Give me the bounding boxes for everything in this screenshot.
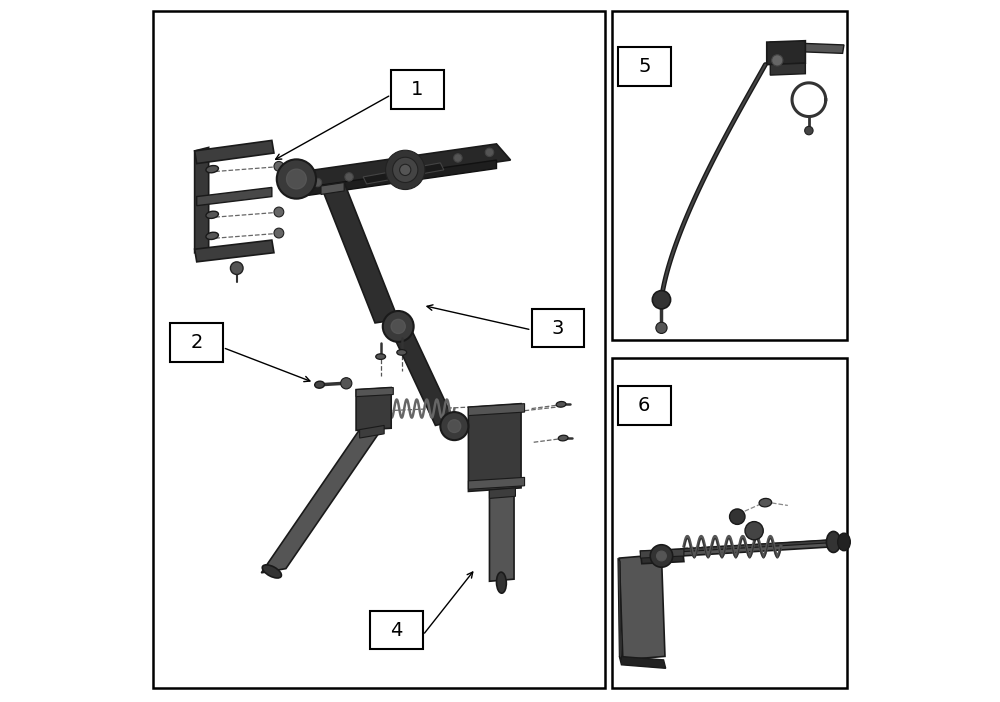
Ellipse shape [206, 232, 218, 239]
Circle shape [386, 150, 425, 190]
Ellipse shape [496, 572, 506, 593]
Bar [532, 309, 584, 347]
Polygon shape [356, 388, 391, 430]
Circle shape [274, 161, 284, 171]
Circle shape [730, 509, 745, 524]
Ellipse shape [262, 565, 281, 578]
Ellipse shape [558, 435, 568, 441]
Polygon shape [360, 425, 384, 438]
Circle shape [345, 173, 353, 181]
Polygon shape [468, 404, 521, 491]
Circle shape [277, 159, 316, 199]
Polygon shape [261, 425, 384, 573]
Text: 5: 5 [638, 57, 651, 76]
Bar [170, 323, 223, 362]
Bar [618, 386, 671, 425]
Circle shape [383, 311, 414, 342]
Ellipse shape [826, 531, 840, 552]
Circle shape [391, 319, 405, 333]
Polygon shape [195, 140, 274, 164]
Polygon shape [468, 477, 525, 489]
Polygon shape [619, 656, 666, 668]
Circle shape [745, 522, 763, 540]
Polygon shape [618, 558, 621, 660]
Text: 2: 2 [190, 333, 203, 352]
Polygon shape [300, 144, 511, 188]
Circle shape [274, 207, 284, 217]
Circle shape [440, 412, 468, 440]
Circle shape [287, 169, 306, 189]
Text: 1: 1 [411, 80, 424, 99]
Circle shape [454, 154, 462, 162]
Text: 3: 3 [552, 319, 564, 338]
Circle shape [341, 378, 352, 389]
Text: 4: 4 [390, 621, 403, 640]
Bar [618, 47, 671, 86]
Polygon shape [197, 187, 272, 206]
Circle shape [400, 164, 411, 176]
Polygon shape [195, 240, 274, 262]
Polygon shape [356, 388, 393, 397]
Polygon shape [321, 183, 344, 194]
Circle shape [274, 228, 284, 238]
Ellipse shape [397, 350, 407, 355]
Polygon shape [195, 147, 209, 253]
Polygon shape [489, 488, 514, 581]
Polygon shape [321, 183, 398, 323]
Bar [153, 11, 605, 688]
Circle shape [230, 262, 243, 274]
Circle shape [772, 55, 783, 66]
Polygon shape [681, 539, 844, 552]
Circle shape [652, 291, 671, 309]
Ellipse shape [556, 402, 566, 407]
Circle shape [448, 420, 461, 432]
Polygon shape [769, 42, 844, 53]
Polygon shape [489, 488, 515, 498]
Polygon shape [393, 331, 454, 425]
Bar [612, 11, 847, 340]
Circle shape [485, 148, 494, 157]
Circle shape [393, 157, 418, 183]
Polygon shape [468, 404, 525, 416]
Circle shape [656, 322, 667, 333]
Ellipse shape [206, 166, 218, 173]
Polygon shape [770, 63, 805, 75]
Circle shape [657, 551, 666, 561]
Polygon shape [640, 549, 684, 564]
Ellipse shape [759, 498, 772, 507]
Ellipse shape [838, 534, 850, 550]
Bar [391, 70, 444, 109]
Polygon shape [363, 163, 444, 184]
Bar [612, 358, 847, 688]
Polygon shape [767, 41, 805, 65]
Circle shape [313, 178, 322, 187]
Ellipse shape [315, 381, 324, 388]
Bar [370, 611, 423, 649]
Ellipse shape [376, 354, 386, 359]
Text: 6: 6 [638, 396, 650, 415]
Circle shape [650, 545, 673, 567]
Circle shape [805, 126, 813, 135]
Polygon shape [619, 555, 665, 660]
Polygon shape [300, 160, 496, 197]
Ellipse shape [206, 211, 218, 218]
Polygon shape [640, 549, 684, 558]
Polygon shape [681, 539, 844, 556]
